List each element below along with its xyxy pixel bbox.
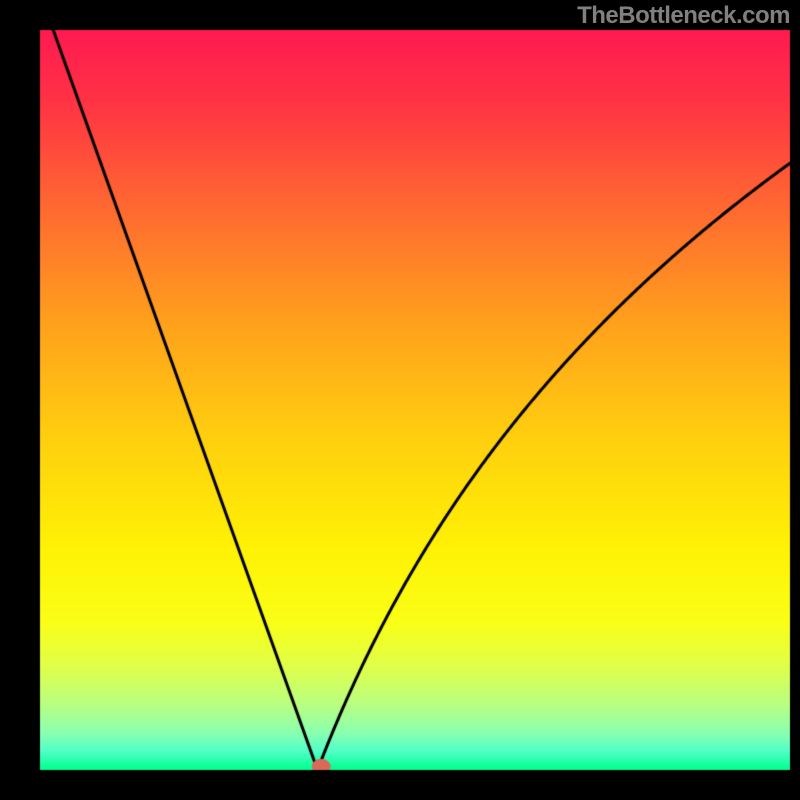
- chart-container: TheBottleneck.com: [0, 0, 800, 800]
- bottleneck-chart: [0, 0, 800, 800]
- chart-canvas-wrap: [0, 0, 800, 800]
- watermark-text: TheBottleneck.com: [577, 2, 790, 30]
